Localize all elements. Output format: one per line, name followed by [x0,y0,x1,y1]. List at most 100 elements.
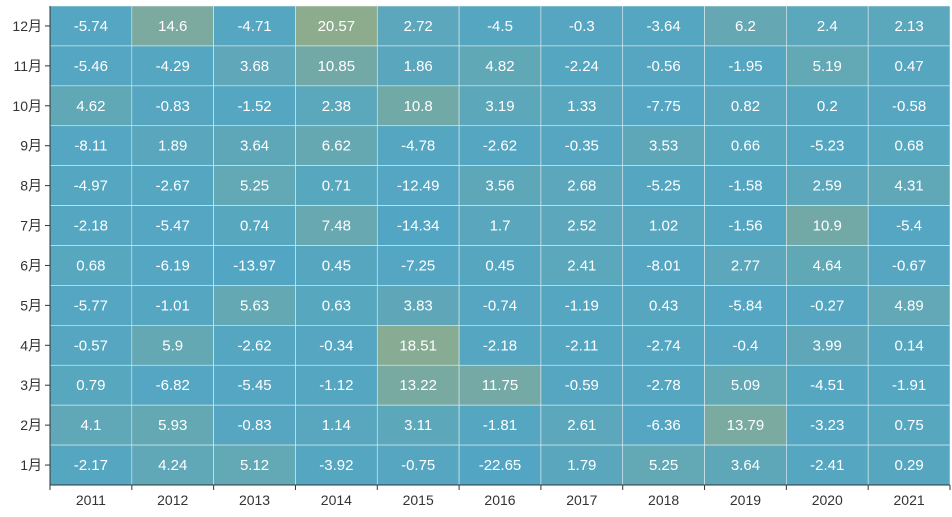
heatmap-cell [867,45,951,87]
heatmap-cell [376,404,460,446]
heatmap-cell [49,245,133,286]
cell-value-label: -0.75 [401,457,435,474]
cell-value-label: -0.59 [565,377,599,394]
cell-value-label: 0.71 [322,178,351,195]
heatmap-cell [867,404,951,446]
cell-value-label: 3.56 [485,178,514,195]
cell-value-label: -0.27 [810,297,844,314]
heatmap-cell [786,5,869,47]
cell-value-label: 4.64 [813,257,842,274]
heatmap-cell [540,45,624,87]
heatmap-cell [786,285,869,326]
cell-value-label: -1.12 [319,377,353,394]
heatmap-cell [867,364,951,406]
heatmap-cell [622,364,705,406]
cell-value-label: 3.19 [485,98,514,115]
heatmap-cell [131,245,214,286]
cell-value-label: 2.4 [817,18,838,35]
y-tick-label: 12月 [12,18,42,34]
heatmap-cell [540,325,624,366]
cell-value-label: -0.34 [319,337,353,354]
heatmap-cell [458,285,542,326]
heatmap-cell [786,45,869,87]
heatmap-cell [786,125,869,166]
cell-value-label: 1.86 [404,58,433,75]
cell-value-label: 2.77 [731,257,760,274]
heatmap-cell [622,245,705,286]
cell-value-label: -0.35 [565,138,599,155]
cell-value-label: -8.11 [74,138,107,155]
cell-value-label: -2.67 [156,178,190,195]
x-tick-label: 2016 [484,492,515,508]
cell-value-label: 1.02 [649,218,678,235]
cell-value-label: -0.67 [892,257,926,274]
heatmap-cell [622,5,705,47]
heatmap-cell [622,285,705,326]
cell-value-label: -6.36 [647,417,681,434]
cell-value-label: 0.66 [731,138,760,155]
heatmap-cell [376,5,460,47]
cell-value-label: 0.45 [485,257,514,274]
cell-value-label: 13.79 [727,417,765,434]
heatmap-cell [376,444,460,486]
cell-value-label: 13.22 [399,377,437,394]
heatmap-cell [131,125,214,166]
cell-value-label: -7.25 [401,257,435,274]
cell-value-label: 1.7 [490,218,511,235]
cell-value-label: 2.13 [894,18,923,35]
cell-value-label: 1.89 [158,138,187,155]
cell-value-label: 0.29 [894,457,923,474]
cell-value-label: -2.41 [810,457,844,474]
heatmap-cell [49,5,133,47]
cell-value-label: -5.47 [156,218,190,235]
cell-value-label: -5.45 [237,377,271,394]
heatmap-cell [540,85,624,127]
cell-value-label: -3.64 [647,18,681,35]
heatmap-cell [704,45,787,87]
heatmap-cell [786,444,869,486]
cell-value-label: -6.82 [156,377,190,394]
heatmap-cell [458,205,542,246]
heatmap-cells [49,5,951,486]
y-tick-label: 4月 [20,337,42,353]
heatmap-cell [295,325,378,366]
heatmap-cell [295,205,378,246]
heatmap-cell [540,444,624,486]
cell-value-label: -1.81 [483,417,517,434]
cell-value-label: 4.82 [485,58,514,75]
heatmap-cell [704,444,787,486]
heatmap-cell [867,125,951,166]
y-tick-label: 3月 [20,377,42,393]
heatmap-cell [295,285,378,326]
y-tick-label: 5月 [20,297,42,313]
cell-value-label: 3.68 [240,58,269,75]
heatmap-cell [540,245,624,286]
heatmap-cell-labels: -5.74 14.6 -4.71 20.57 2.72 -4.5 -0.3 -3.64 6.2 2… [74,18,926,474]
heatmap-cell [704,85,787,127]
cell-value-label: 4.62 [76,98,105,115]
cell-value-label: 18.51 [399,337,437,354]
cell-value-label: -5.77 [74,297,108,314]
heatmap-cell [49,205,133,246]
heatmap-cell [704,364,787,406]
heatmap-cell [213,5,296,47]
cell-value-label: -2.74 [647,337,681,354]
y-axis: 12月 11月 10月 9月 8月 7月 6月 5月 4月 3月 2月 1月 [12,6,51,485]
heatmap-cell [376,165,460,206]
heatmap-cell [49,45,133,87]
cell-value-label: 3.11 [404,417,432,434]
heatmap-cell [131,285,214,326]
heatmap-cell [213,165,296,206]
cell-value-label: -0.57 [74,337,108,354]
heatmap-cell [867,5,951,47]
cell-value-label: 0.14 [894,337,923,354]
heatmap-cell [458,5,542,47]
cell-value-label: 14.6 [158,18,187,35]
heatmap-cell [458,325,542,366]
x-tick-label: 2011 [76,492,106,508]
heatmap-cell [458,364,542,406]
cell-value-label: -7.75 [647,98,681,115]
heatmap-cell [867,325,951,366]
heatmap-cell [458,125,542,166]
cell-value-label: 5.25 [649,457,678,474]
